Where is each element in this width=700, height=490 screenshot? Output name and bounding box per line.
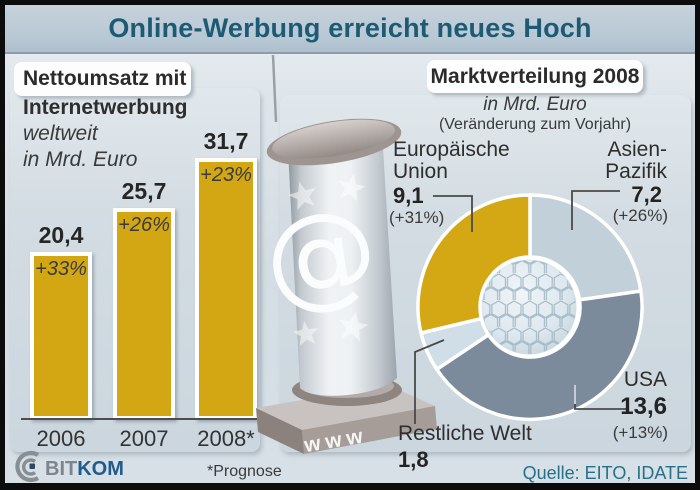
- footnote-prognose: *Prognose: [207, 463, 282, 480]
- leader-lines: [414, 190, 626, 424]
- donut-segment-usa: [435, 289, 644, 422]
- bitkom-logo: BITKOM: [15, 450, 124, 483]
- bar-2007: [113, 208, 175, 420]
- base-front-face: [302, 406, 437, 454]
- donut-chart-subtitle-2: (Veränderung zum Vorjahr): [438, 116, 632, 133]
- leader-usa: [574, 404, 626, 410]
- bitkom-text-kom: KOM: [77, 458, 124, 480]
- axis-label-2007: 2007: [119, 426, 169, 451]
- base-side-face: [256, 408, 304, 454]
- star-icon: [292, 320, 319, 346]
- bitkom-wordmark: BITKOM: [45, 458, 124, 480]
- star-icon: [338, 173, 366, 202]
- bitkom-logo-arc-outer: [15, 450, 40, 483]
- donut-chart-title-box: Marktverteilung 2008: [427, 60, 643, 93]
- segment-value-eu: 9,1: [393, 183, 424, 208]
- axis-label-2008: 2008*: [197, 426, 255, 451]
- segment-pct-asia: (+26%): [612, 206, 668, 225]
- segment-pct-usa: (+13%): [612, 423, 668, 442]
- bar-value-2008: 31,7: [203, 128, 249, 154]
- bar-pct-2007: +26%: [118, 214, 170, 236]
- segment-label-eu-line2: Union: [393, 160, 448, 183]
- bar-chart-title-line2: Internetwerbung: [23, 96, 188, 119]
- bar-pct-2006: +33%: [35, 258, 87, 280]
- segment-pct-eu: (+31%): [389, 208, 445, 227]
- bitkom-logo-arc-inner: [22, 458, 37, 476]
- segment-label-rest: Restliche Welt: [398, 422, 532, 445]
- page-title: Online-Werbung erreicht neues Hoch: [108, 13, 592, 43]
- leader-eu: [433, 195, 473, 232]
- segment-label-eu: Europäische Union: [393, 139, 510, 183]
- globe-icon: [478, 256, 580, 358]
- bar-chart-title-line1: Nettoumsatz mit: [23, 67, 187, 90]
- bar-value-2007: 25,7: [121, 178, 167, 204]
- source-note: Quelle: EITO, IDATE: [522, 463, 688, 483]
- segment-label-usa: USA: [623, 368, 667, 391]
- segment-value-usa: 13,6: [620, 393, 667, 420]
- axis-label-2006: 2006: [36, 426, 86, 451]
- donut-chart-subtitle-1: in Mrd. Euro: [483, 94, 587, 115]
- bar-chart-subtitle-1: weltweit: [23, 122, 98, 145]
- bar-pct-2008: +23%: [200, 164, 252, 186]
- segment-label-asia-line1: Asien-: [607, 138, 667, 161]
- leader-asia: [571, 190, 620, 230]
- bar-chart-baseline: [21, 418, 264, 420]
- segment-label-asia: Asien- Pazifik: [605, 139, 667, 183]
- at-symbol: @: [256, 183, 385, 327]
- bar-2008: [195, 158, 257, 420]
- segment-value-asia: 7,2: [631, 182, 662, 207]
- segment-label-asia-line2: Pazifik: [605, 160, 667, 183]
- bitkom-text-bit: BIT: [45, 458, 77, 480]
- star-icon: [338, 311, 369, 342]
- pillar-antenna: [271, 54, 278, 123]
- bitkom-logo-dot: [29, 463, 35, 469]
- pillar-cap-top: [272, 119, 395, 159]
- bar-chart-title-box: Nettoumsatz mit: [14, 62, 191, 96]
- star-icon: [288, 181, 316, 210]
- segment-label-eu-line1: Europäische: [393, 138, 510, 161]
- bar-chart-subtitle-2: in Mrd. Euro: [23, 148, 138, 171]
- bar-value-2006: 20,4: [38, 222, 84, 248]
- pillar-cap: [266, 118, 402, 166]
- segment-value-rest: 1,8: [398, 447, 429, 472]
- leader-rest: [414, 339, 445, 424]
- title-bar: Online-Werbung erreicht neues Hoch: [5, 5, 695, 54]
- donut-chart-title: Marktverteilung 2008: [430, 64, 640, 88]
- pillar-stars: [288, 173, 369, 346]
